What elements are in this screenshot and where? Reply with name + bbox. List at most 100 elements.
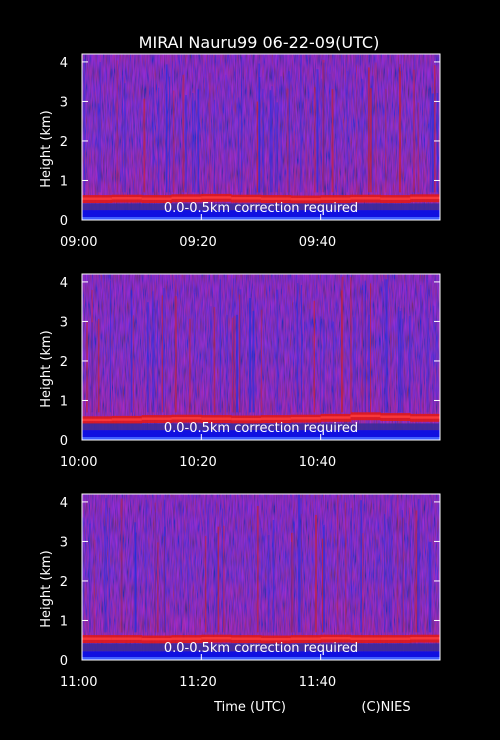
backscatter-streak [179, 60, 180, 193]
lidar-panel-1: 0.0-0.5km correction required 0 1 2 3 4 Height… [39, 53, 441, 250]
backscatter-streak [194, 100, 196, 193]
backscatter-streak [413, 69, 415, 193]
backscatter-streak [334, 307, 335, 413]
backscatter-streak [216, 533, 218, 633]
boundary-layer-core [201, 637, 232, 640]
backscatter-streak [402, 318, 404, 413]
backscatter-streak [223, 525, 225, 633]
backscatter-streak [353, 317, 355, 413]
backscatter-streak [385, 88, 387, 193]
backscatter-streak [321, 538, 324, 633]
backscatter-streak [400, 308, 403, 413]
backscatter-streak [163, 526, 166, 633]
backscatter-streak [371, 75, 374, 193]
backscatter-streak [222, 508, 224, 633]
surface-layer [82, 651, 440, 660]
heatmap-speckle [82, 54, 440, 220]
backscatter-streak [252, 310, 255, 413]
backscatter-streak [293, 521, 295, 633]
y-tick-label: 2 [60, 135, 68, 150]
backscatter-streak [238, 97, 240, 193]
backscatter-streak [300, 54, 302, 193]
y-tick-label: 3 [60, 315, 68, 330]
backscatter-streak [91, 289, 94, 413]
boundary-layer-core [380, 197, 411, 200]
backscatter-streak [163, 536, 165, 633]
backscatter-streak [172, 60, 173, 193]
plot-frame [81, 493, 441, 661]
lidar-panel-2: 0.0-0.5km correction required 0 1 2 3 4 Height… [39, 273, 441, 470]
transition-layer [82, 423, 440, 431]
backscatter-streak [361, 290, 363, 413]
backscatter-streak [417, 520, 418, 633]
x-tick-label: 11:00 [60, 675, 97, 690]
backscatter-streak [434, 65, 436, 193]
backscatter-streak [331, 89, 334, 193]
boundary-layer-core [141, 637, 172, 641]
y-tick-label: 1 [60, 615, 68, 630]
surface-edge [82, 657, 440, 660]
y-axis-label: Height (km) [39, 110, 54, 187]
boundary-layer-core [82, 418, 113, 422]
backscatter-streak [370, 88, 372, 193]
backscatter-streak [390, 306, 392, 413]
backscatter-streak [298, 494, 300, 633]
backscatter-streak [429, 87, 432, 193]
backscatter-streak [288, 71, 290, 193]
backscatter-streak [262, 102, 265, 193]
backscatter-streak [153, 308, 155, 413]
y-tick-label: 4 [60, 56, 68, 71]
x-axis-label: Time (UTC) [213, 700, 286, 715]
backscatter-streak [219, 279, 221, 413]
backscatter-streak [174, 296, 177, 413]
y-tick-label: 0 [60, 434, 68, 449]
backscatter-streak [309, 309, 311, 413]
backscatter-streak [231, 317, 234, 413]
backscatter-streak [97, 103, 100, 193]
backscatter-streak [276, 102, 278, 193]
boundary-layer-core [290, 417, 322, 420]
backscatter-streak [409, 315, 411, 413]
surface-layer [82, 210, 440, 220]
credit-text: (C)NIES [361, 700, 410, 715]
backscatter-streak [89, 523, 91, 633]
boundary-layer-core [201, 417, 232, 420]
backscatter-streak [329, 73, 331, 193]
backscatter-streak [399, 64, 401, 193]
backscatter-streak [399, 310, 402, 413]
backscatter-streak [204, 535, 207, 633]
backscatter-streak [241, 56, 243, 193]
backscatter-streak [180, 501, 182, 633]
backscatter-streak [313, 300, 315, 413]
boundary-layer-core [171, 417, 202, 420]
backscatter-streak [152, 291, 154, 413]
backscatter-streak [169, 76, 171, 193]
lidar-panel-3: 0.0-0.5km correction required 0 1 2 3 4 Height… [39, 493, 441, 690]
backscatter-streak [210, 306, 212, 413]
y-tick-label: 4 [60, 496, 68, 511]
boundary-layer-core [82, 637, 113, 640]
backscatter-streak [105, 498, 107, 633]
y-tick-label: 0 [60, 214, 68, 229]
backscatter-streak [301, 284, 302, 413]
backscatter-streak [384, 514, 386, 633]
backscatter-streak [362, 533, 364, 633]
backscatter-streak [205, 77, 207, 193]
backscatter-streak [188, 318, 191, 413]
backscatter-streak [233, 315, 236, 413]
backscatter-streak [249, 298, 252, 413]
transition-layer [82, 643, 440, 652]
boundary-layer-core [410, 637, 441, 640]
boundary-layer-core [380, 415, 411, 418]
backscatter-streak [121, 517, 123, 633]
backscatter-streak [155, 512, 157, 633]
backscatter-streak [263, 535, 265, 633]
plot-frame [81, 53, 441, 221]
backscatter-streak [433, 305, 435, 413]
backscatter-streak [130, 290, 133, 413]
backscatter-streak [415, 510, 418, 633]
backscatter-streak [121, 77, 123, 193]
backscatter-streak [426, 280, 429, 413]
boundary-layer-core [171, 196, 202, 200]
backscatter-streak [225, 74, 227, 193]
